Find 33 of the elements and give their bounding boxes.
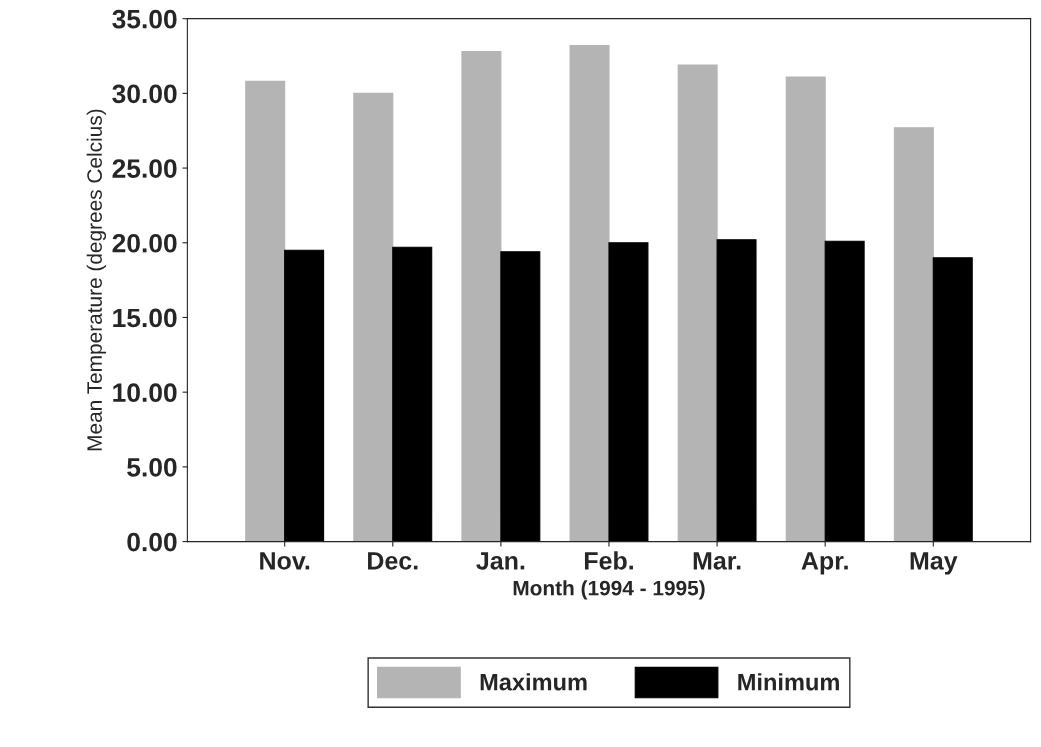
bar: [785, 76, 826, 542]
x-tick-label: Jan.: [476, 552, 525, 570]
bar: [716, 239, 757, 542]
bar: [392, 246, 433, 542]
x-axis-title: Month (1994 - 1995): [513, 580, 705, 600]
y-tick-label: 5.00: [127, 458, 177, 477]
bar: [284, 249, 325, 542]
y-axis-title: Mean Temperature (degrees Celcius): [86, 109, 107, 451]
bar: [608, 242, 649, 542]
x-tick-label: Dec.: [368, 552, 418, 570]
y-tick-label: 35.00: [112, 9, 177, 29]
y-tick-label: 25.00: [112, 159, 177, 178]
x-tick-label: May: [910, 552, 958, 575]
x-tick-label: Feb.: [584, 551, 633, 570]
bar: [569, 45, 610, 542]
y-tick-label: 20.00: [112, 233, 177, 253]
bar: [461, 50, 502, 542]
x-tick-label: Nov.: [260, 552, 310, 570]
y-tick-label: 0.00: [127, 532, 177, 552]
x-tick-label: Apr.: [801, 552, 848, 575]
bar: [893, 127, 934, 542]
y-tick-label: 30.00: [112, 84, 177, 104]
legend-label: Maximum: [480, 673, 587, 691]
legend-label: Minimum: [738, 673, 839, 691]
bar: [353, 92, 394, 542]
bar: [824, 240, 865, 542]
bar: [500, 251, 541, 542]
bar: [677, 64, 718, 542]
y-tick-label: 15.00: [113, 308, 177, 328]
x-tick-label: Mar.: [693, 552, 741, 570]
bar: [245, 80, 286, 542]
bar: [932, 257, 973, 542]
y-tick-label: 10.00: [113, 383, 177, 402]
